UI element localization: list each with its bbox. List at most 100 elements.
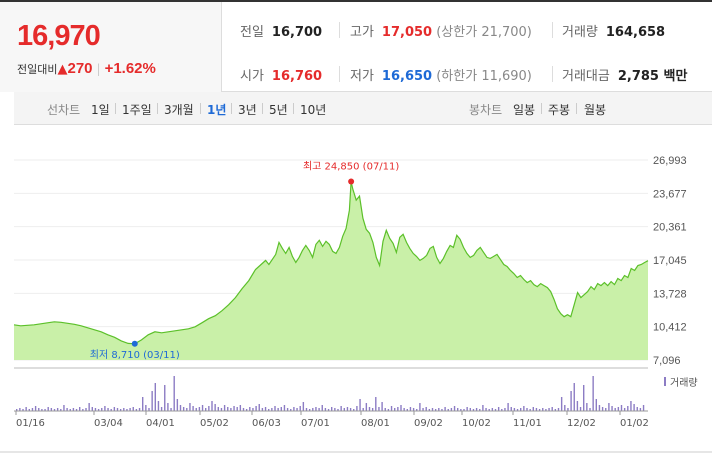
volume-bar	[598, 405, 601, 411]
volume-bar	[79, 407, 81, 411]
volume-bar	[601, 407, 604, 411]
x-tick-label: 12/02	[567, 418, 596, 429]
candle-monthly[interactable]: 월봉	[584, 103, 607, 117]
volume-bar	[560, 397, 563, 411]
y-tick-label: 13,728	[653, 288, 687, 300]
volume-bar	[545, 409, 547, 411]
volume-bar	[205, 408, 207, 411]
volume-bar	[353, 409, 355, 411]
volume-bar	[573, 383, 575, 411]
volume-bar	[469, 408, 471, 411]
period-1d[interactable]: 1일	[91, 103, 110, 117]
volume-bar	[586, 403, 588, 411]
volume-bar	[63, 405, 65, 411]
volume-bar	[201, 405, 204, 411]
period-5y[interactable]: 5년	[269, 103, 288, 117]
volume-bar	[623, 408, 626, 411]
volume-bar	[548, 408, 550, 411]
period-1w[interactable]: 1주일	[122, 103, 152, 117]
x-tick-label: 05/02	[200, 418, 229, 429]
volume-bar	[617, 407, 620, 411]
volume-bar	[397, 407, 399, 411]
volume-bar	[576, 401, 579, 411]
volume-bar	[132, 407, 134, 411]
volume-bar	[523, 406, 525, 411]
volume-bar	[233, 406, 235, 411]
volume-bar	[356, 406, 358, 411]
volume-bar	[94, 408, 97, 411]
volume-bar	[538, 409, 541, 411]
volume-bar	[633, 404, 635, 411]
quote-header: 16,970 전일대비▲270 | +1.62% 전일 16,700 고가 17,050…	[0, 0, 712, 92]
volume-bar	[91, 407, 93, 411]
volume-bar	[409, 407, 412, 411]
volume-bar	[126, 409, 128, 411]
volume-bar	[145, 405, 147, 411]
volume-bar	[460, 409, 462, 411]
volume-bar	[387, 409, 390, 411]
volume-bar	[239, 405, 242, 411]
period-1y[interactable]: 1년	[207, 103, 227, 117]
volume-bar	[324, 408, 327, 411]
volume-bar	[403, 408, 405, 411]
volume-bar	[217, 407, 219, 411]
volume-bar	[466, 407, 468, 411]
volume-bar	[642, 405, 645, 411]
volume-bar	[491, 408, 494, 411]
volume-bar	[302, 402, 305, 411]
volume-bar	[614, 408, 616, 411]
volume-bar	[208, 406, 210, 411]
volume-bar	[368, 407, 371, 411]
volume-bar	[22, 409, 24, 411]
volume-bar	[142, 397, 144, 411]
period-3m[interactable]: 3개월	[164, 103, 194, 117]
day-high: 고가 17,050 (상한가 21,700)	[350, 25, 532, 40]
x-tick-label: 11/01	[513, 418, 542, 429]
volume-bar	[176, 399, 179, 411]
volume-bar	[375, 397, 377, 411]
volume-bar	[119, 409, 122, 411]
volume-bar	[227, 407, 229, 411]
volume-bar	[312, 408, 314, 411]
volume-bar	[299, 406, 301, 411]
volume-bar	[318, 408, 320, 411]
volume-bar	[438, 408, 440, 411]
volume-bar	[123, 408, 125, 411]
volume-bar	[510, 407, 512, 411]
x-tick-label: 03/04	[94, 418, 123, 429]
volume-bar	[151, 391, 153, 411]
change-amount: 270	[67, 60, 93, 77]
volume-bar	[268, 409, 270, 411]
volume-bar	[542, 408, 544, 411]
volume-bar	[608, 403, 610, 411]
y-tick-label: 10,412	[653, 322, 687, 334]
volume-bar	[261, 408, 264, 411]
volume-bar	[189, 403, 191, 411]
volume-bar	[25, 407, 27, 411]
volume-bar	[605, 408, 607, 411]
period-3y[interactable]: 3년	[238, 103, 257, 117]
volume-bar	[170, 408, 172, 411]
volume-bar	[513, 408, 516, 411]
candle-weekly[interactable]: 주봉	[548, 103, 571, 117]
volume-bar	[47, 407, 49, 411]
volume-legend-icon	[664, 377, 666, 386]
volume-bar	[507, 403, 509, 411]
prev-close: 전일 16,700	[240, 25, 323, 40]
volume-bar	[479, 409, 481, 411]
x-tick-label: 07/01	[301, 418, 330, 429]
y-tick-label: 7,096	[653, 355, 681, 367]
volume-bar	[230, 408, 232, 411]
period-10y[interactable]: 10년	[300, 103, 327, 117]
volume-bar	[463, 409, 465, 411]
volume-bar	[198, 407, 201, 411]
candle-daily[interactable]: 일봉	[513, 103, 536, 117]
volume-bar	[504, 408, 506, 411]
volume-bar	[362, 408, 364, 411]
volume-bar	[636, 407, 638, 411]
volume-bar	[416, 409, 418, 411]
volume-bar	[290, 409, 292, 411]
volume-bar	[349, 408, 352, 411]
volume-bar	[41, 409, 43, 411]
volume-bar	[258, 404, 260, 411]
